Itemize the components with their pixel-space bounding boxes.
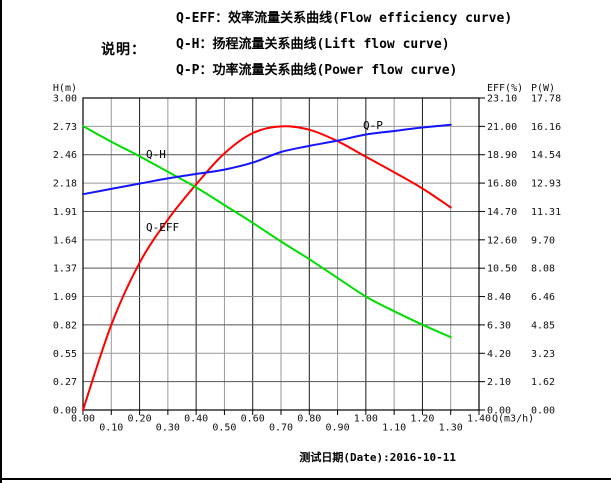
q-tick-label: 0.40 <box>184 414 208 425</box>
eff-tick-label: 21.00 <box>487 122 517 133</box>
q-tick-label: 1.10 <box>382 423 406 434</box>
eff-tick-label: 10.50 <box>487 264 517 275</box>
q-tick-label: 0.50 <box>212 423 236 434</box>
h-tick-label: 2.46 <box>53 150 77 161</box>
bottom-divider-line <box>0 478 611 480</box>
p-tick-label: 3.23 <box>531 349 555 360</box>
legend-line-q-h: Q-H：扬程流量关系曲线(Lift flow curve) <box>176 37 450 52</box>
left-border-line <box>0 0 2 483</box>
eff-tick-label: 6.30 <box>487 320 511 331</box>
h-tick-label: 1.09 <box>53 292 77 303</box>
q-tick-label: 1.20 <box>410 414 434 425</box>
eff-tick-label: 14.70 <box>487 207 517 218</box>
p-tick-label: 16.16 <box>531 122 561 133</box>
p-tick-label: 4.85 <box>531 320 555 331</box>
test-date-label: 测试日期(Date):2016-10-11 <box>299 451 456 464</box>
curve-q-p <box>82 123 452 196</box>
q-tick-label: 0.20 <box>128 414 152 425</box>
q-tick-label: 1.00 <box>354 414 378 425</box>
curve-label-q-h: Q-H <box>146 148 166 161</box>
curve-label-q-eff: Q-EFF <box>146 221 180 234</box>
q-tick-label: 0.80 <box>297 414 321 425</box>
eff-tick-label: 2.10 <box>487 377 511 388</box>
h-tick-label: 2.73 <box>53 122 77 133</box>
q-tick-label: 0.70 <box>269 423 293 434</box>
eff-tick-label: 18.90 <box>487 150 517 161</box>
p-tick-label: 14.54 <box>531 150 561 161</box>
q-tick-label: 0.60 <box>241 414 265 425</box>
h-tick-label: 1.91 <box>53 207 77 218</box>
legend-block: Q-EFF：效率流量关系曲线(Flow efficiency curve) Q-… <box>176 6 512 84</box>
curve-q-eff <box>82 125 452 411</box>
eff-tick-label: 4.20 <box>487 349 511 360</box>
eff-tick-label: 16.80 <box>487 179 517 190</box>
q-tick-label: 1.30 <box>439 423 463 434</box>
h-axis-title: H(m) <box>53 83 77 94</box>
p-tick-label: 11.31 <box>531 207 561 218</box>
h-tick-label: 1.37 <box>53 264 77 275</box>
q-tick-label: 1.40 <box>467 414 491 425</box>
eff-tick-label: 8.40 <box>487 292 511 303</box>
legend-note-label: 说明： <box>101 42 146 58</box>
p-tick-label: 12.93 <box>531 179 561 190</box>
eff-axis-title: EFF(%) <box>487 83 523 94</box>
p-tick-label: 9.70 <box>531 235 555 246</box>
h-tick-label: 0.27 <box>53 377 77 388</box>
p-tick-label: 17.78 <box>531 94 561 105</box>
eff-tick-label: 12.60 <box>487 235 517 246</box>
h-tick-label: 0.82 <box>53 320 77 331</box>
h-tick-label: 0.55 <box>53 349 77 360</box>
q-axis-title: Q(m3/h) <box>492 414 534 425</box>
q-tick-label: 0.90 <box>326 423 350 434</box>
p-tick-label: 1.62 <box>531 377 555 388</box>
h-tick-label: 2.18 <box>53 179 77 190</box>
curve-label-q-p: Q-P <box>363 119 383 132</box>
legend-line-q-eff: Q-EFF：效率流量关系曲线(Flow efficiency curve) <box>176 11 513 26</box>
plot-frame <box>82 97 480 411</box>
q-tick-label: 0.30 <box>156 423 180 434</box>
curve-q-h <box>82 125 452 339</box>
eff-tick-label: 0.00 <box>487 406 511 417</box>
q-tick-label: 0.00 <box>71 414 95 425</box>
p-tick-label: 0.00 <box>531 406 555 417</box>
p-axis-title: P(W) <box>531 83 555 94</box>
h-tick-label: 3.00 <box>53 94 77 105</box>
eff-tick-label: 23.10 <box>487 94 517 105</box>
h-tick-label: 0.00 <box>53 406 77 417</box>
h-tick-label: 1.64 <box>53 235 77 246</box>
p-tick-label: 8.08 <box>531 264 555 275</box>
q-tick-label: 0.10 <box>99 423 123 434</box>
legend-line-q-p: Q-P：功率流量关系曲线(Power flow curve) <box>176 63 458 78</box>
p-tick-label: 6.46 <box>531 292 555 303</box>
